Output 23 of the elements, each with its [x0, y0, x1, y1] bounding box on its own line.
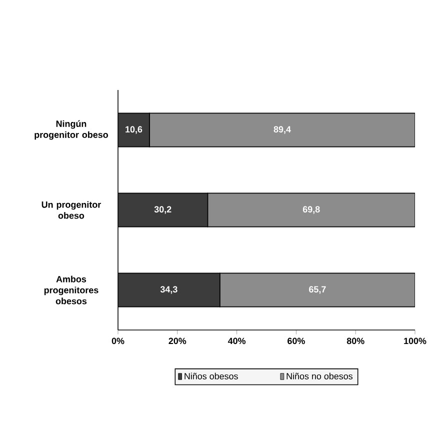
bar [149, 112, 416, 148]
y-tick-label: Un progenitor obeso [42, 201, 101, 219]
data-label: 89,4 [274, 126, 291, 134]
bar [118, 272, 220, 308]
x-tick-label: 40% [228, 338, 246, 344]
legend-label: Niños no obesos [286, 372, 353, 380]
x-tick-label: 100% [404, 338, 426, 344]
bar [118, 112, 150, 148]
bar [219, 272, 416, 308]
y-tick-label: Ambos progenitores obesos [44, 276, 98, 304]
x-tick-label: 60% [288, 338, 305, 344]
bar [118, 192, 208, 228]
x-tick-label: 0% [112, 338, 124, 344]
data-label: 65,7 [309, 286, 326, 294]
data-label: 10,6 [126, 126, 142, 134]
y-tick-label: Ningún progenitor obeso [34, 120, 108, 140]
x-tick-label: 20% [168, 338, 186, 344]
data-label: 30,2 [154, 206, 172, 214]
data-label: 34,3 [160, 286, 178, 294]
data-label: 69,8 [302, 206, 320, 214]
bar [207, 192, 416, 228]
x-tick-label: 80% [346, 338, 364, 344]
legend-label: Niños obesos [184, 372, 238, 380]
